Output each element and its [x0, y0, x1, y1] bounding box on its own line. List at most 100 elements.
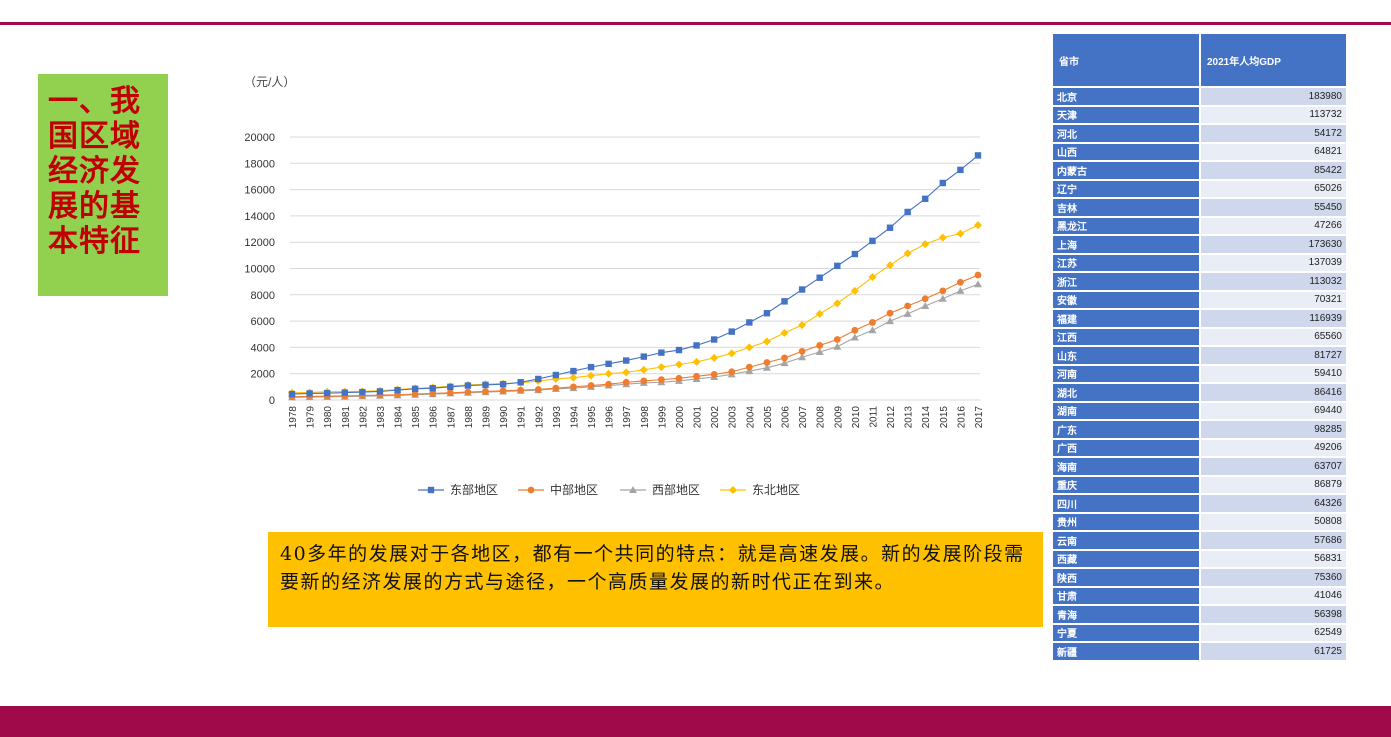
province-cell: 甘肃 [1053, 585, 1201, 604]
province-cell: 安徽 [1053, 289, 1201, 308]
data-point [816, 342, 824, 349]
data-point [288, 390, 296, 398]
x-tick-label: 2013 [904, 406, 915, 429]
x-tick-label: 1988 [464, 406, 475, 429]
x-tick-label: 1991 [517, 406, 528, 429]
table-row: 福建 116939 [1053, 308, 1346, 327]
header-gdp: 2021年人均GDP [1201, 34, 1346, 86]
gdp-per-capita-table: 省市 2021年人均GDP 北京 183980 天津 113732 河北 54172 山西 6… [1053, 34, 1346, 660]
table-row: 海南 63707 [1053, 456, 1346, 475]
legend-label: 东北地区 [752, 483, 800, 497]
gdp-value-cell: 56398 [1201, 604, 1346, 623]
province-cell: 山东 [1053, 345, 1201, 364]
x-tick-label: 1993 [552, 406, 563, 429]
gdp-value-cell: 75360 [1201, 567, 1346, 586]
province-cell: 湖南 [1053, 400, 1201, 419]
x-tick-label: 1983 [376, 406, 387, 429]
gdp-value-cell: 59410 [1201, 363, 1346, 382]
y-tick-label: 8000 [251, 290, 275, 302]
data-point [798, 321, 807, 330]
data-point [886, 317, 895, 325]
data-point [570, 383, 577, 391]
province-cell: 贵州 [1053, 511, 1201, 530]
data-point [904, 208, 911, 216]
legend-marker [527, 486, 535, 494]
data-point [850, 333, 859, 341]
table-row: 河南 59410 [1053, 363, 1346, 382]
data-point [693, 342, 700, 349]
data-point [710, 370, 718, 378]
top-accent-rule [0, 22, 1391, 25]
data-point [446, 389, 454, 397]
data-point [569, 373, 578, 382]
data-point [552, 371, 560, 379]
data-point [639, 365, 648, 374]
table-row: 黑龙江 47266 [1053, 215, 1346, 234]
data-point [957, 166, 964, 174]
province-cell: 陕西 [1053, 567, 1201, 586]
gdp-value-cell: 137039 [1201, 252, 1346, 271]
data-point [851, 250, 859, 258]
gdp-value-cell: 70321 [1201, 289, 1346, 308]
y-tick-label: 20000 [244, 132, 275, 144]
gdp-value-cell: 183980 [1201, 86, 1346, 105]
data-point [815, 309, 824, 318]
table-row: 青海 56398 [1053, 604, 1346, 623]
data-point [938, 233, 947, 242]
province-cell: 吉林 [1053, 197, 1201, 216]
data-point [657, 376, 665, 384]
data-point [587, 382, 595, 389]
gdp-value-cell: 41046 [1201, 585, 1346, 604]
legend-label: 东部地区 [450, 482, 498, 497]
gdp-value-cell: 65560 [1201, 326, 1346, 345]
x-tick-label: 2009 [833, 406, 844, 429]
x-tick-label: 1984 [394, 406, 405, 429]
province-cell: 海南 [1053, 456, 1201, 475]
province-cell: 广东 [1053, 419, 1201, 438]
x-tick-label: 2010 [851, 406, 862, 429]
x-tick-label: 1989 [481, 406, 492, 429]
table-row: 天津 113732 [1053, 104, 1346, 123]
data-point [974, 271, 982, 279]
data-point [922, 195, 929, 203]
chart-canvas: （元/人） 0 2000 4000 6000 8000 10000 12000 14000 160… [244, 75, 985, 497]
y-tick-label: 14000 [244, 211, 275, 223]
bottom-accent-band [0, 706, 1391, 737]
x-tick-label: 1979 [306, 406, 317, 429]
data-point [956, 286, 965, 294]
table-row: 北京 183980 [1053, 86, 1346, 105]
gdp-value-cell: 69440 [1201, 400, 1346, 419]
province-cell: 江西 [1053, 326, 1201, 345]
data-point [640, 377, 648, 385]
data-point [464, 388, 472, 396]
data-point [710, 353, 719, 362]
table-row: 江西 65560 [1053, 326, 1346, 345]
y-tick-label: 18000 [244, 158, 275, 170]
x-tick-label: 2015 [939, 406, 950, 429]
data-point [798, 353, 807, 361]
x-tick-label: 2007 [798, 406, 809, 429]
data-point [903, 249, 912, 258]
data-point [306, 390, 313, 397]
data-point [658, 349, 665, 356]
x-tick-label: 1995 [587, 406, 598, 429]
x-tick-label: 1998 [640, 406, 651, 429]
x-tick-label: 1992 [534, 406, 545, 429]
province-cell: 山西 [1053, 141, 1201, 160]
data-point [956, 229, 965, 238]
x-tick-label: 2000 [675, 406, 686, 429]
gdp-value-cell: 56831 [1201, 548, 1346, 567]
data-point [833, 342, 842, 350]
x-tick-label: 1980 [323, 406, 334, 429]
data-point [447, 383, 454, 391]
table-row: 广西 49206 [1053, 437, 1346, 456]
legend-label: 中部地区 [550, 482, 598, 497]
x-tick-label: 1985 [411, 406, 422, 429]
summary-note: 40多年的发展对于各地区，都有一个共同的特点：就是高速发展。新的发展阶段需要新的… [268, 532, 1043, 627]
province-cell: 广西 [1053, 437, 1201, 456]
data-point [623, 357, 630, 364]
data-point [974, 280, 982, 288]
gdp-value-cell: 173630 [1201, 234, 1346, 253]
data-point [429, 384, 436, 392]
y-tick-label: 10000 [244, 264, 275, 276]
